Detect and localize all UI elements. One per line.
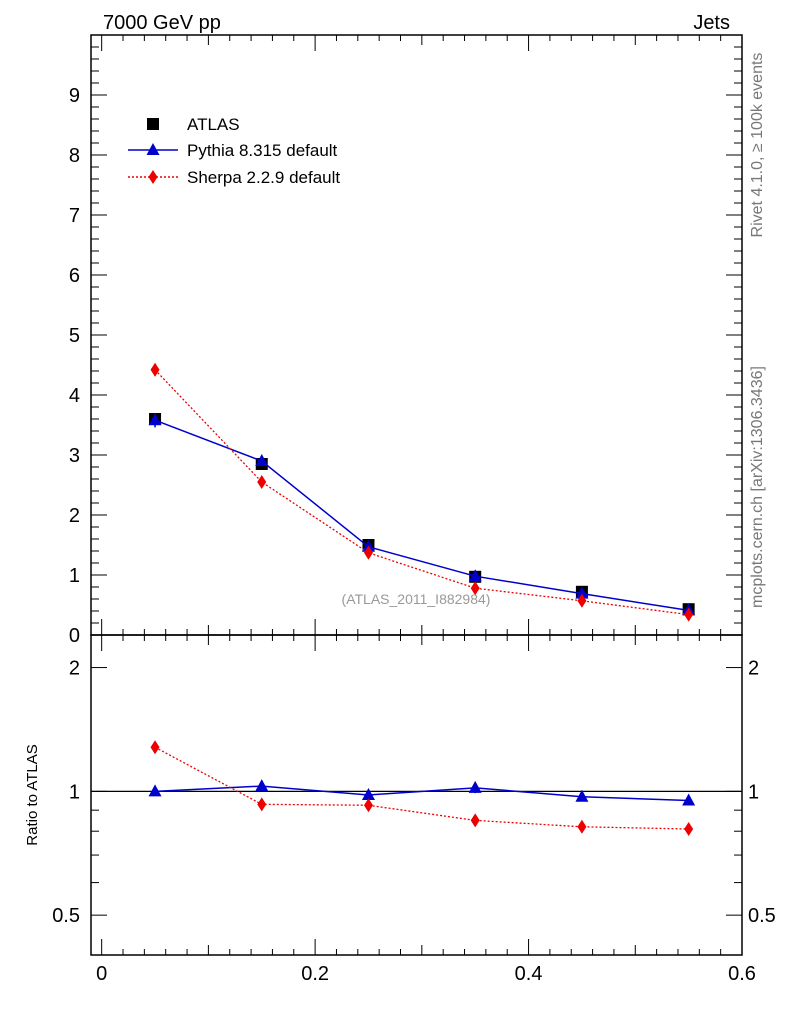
- main-axis-ticks: [91, 34, 743, 636]
- x-tick-labels: 0 0.2 0.4 0.6: [96, 963, 756, 985]
- x-tick-label: 0: [96, 963, 107, 985]
- main-pythia-point: [575, 586, 589, 599]
- x-tick-label: 0.4: [515, 963, 543, 985]
- ratio-y-tick-label-right: 1: [748, 781, 759, 803]
- ratio-y-tick-label-left: 0.5: [52, 905, 80, 927]
- ratio-pythia-point: [575, 789, 589, 802]
- main-sherpa-point: [150, 362, 160, 377]
- main-y-tick-label: 9: [69, 85, 80, 107]
- main-pythia-point: [148, 413, 162, 426]
- main-sherpa-point: [470, 581, 480, 596]
- main-pythia-point: [468, 569, 482, 582]
- main-y-tick-labels: 0 1 2 3 4 5 6 7 8 9: [69, 85, 80, 647]
- x-tick-label: 0.6: [728, 963, 756, 985]
- main-sherpa-point: [577, 593, 587, 608]
- ratio-panel: 0.5 0.5 1 1 2 2 Ratio to ATLAS: [24, 634, 776, 956]
- legend-atlas-label: ATLAS: [187, 115, 240, 134]
- header-energy-label: 7000 GeV pp: [103, 12, 221, 34]
- legend-pythia-marker: [146, 143, 160, 155]
- main-y-tick-label: 6: [69, 265, 80, 287]
- ratio-sherpa-point: [470, 813, 480, 828]
- ratio-sherpa-point: [577, 819, 587, 834]
- ratio-y-tick-labels: 0.5 0.5 1 1 2 2: [52, 658, 776, 928]
- rivet-version-label: Rivet 4.1.0, ≥ 100k events: [749, 53, 766, 238]
- legend-pythia-label: Pythia 8.315 default: [187, 141, 338, 160]
- ratio-y-tick-label-left: 2: [69, 658, 80, 680]
- main-y-tick-label: 2: [69, 505, 80, 527]
- ratio-panel-frame: [90, 634, 743, 956]
- main-pythia-point: [255, 454, 269, 466]
- main-series: [148, 362, 696, 622]
- legend: ATLAS Pythia 8.315 default Sherpa 2.2.9 de…: [128, 115, 340, 187]
- main-sherpa-point: [257, 475, 267, 489]
- ratio-pythia-point: [468, 780, 482, 793]
- legend-atlas-marker: [147, 118, 159, 130]
- ratio-y-axis-label: Ratio to ATLAS: [24, 744, 41, 845]
- ratio-sherpa-point: [684, 821, 694, 836]
- main-pythia-line: [154, 419, 689, 612]
- x-tick-label: 0.2: [301, 963, 329, 985]
- ratio-axis-ticks: [91, 635, 743, 955]
- legend-sherpa-marker: [148, 170, 158, 184]
- main-panel: 0 1 2 3 4 5 6 7 8 9 (ATLAS_2011_I882984) ATLAS Pyt…: [69, 34, 743, 647]
- ratio-series: [148, 740, 696, 836]
- ratio-pythia-point: [361, 787, 375, 800]
- main-y-tick-label: 1: [69, 565, 80, 587]
- ratio-sherpa-point: [150, 740, 160, 755]
- header-jets-label: Jets: [693, 12, 730, 34]
- main-y-tick-label: 3: [69, 445, 80, 467]
- main-sherpa-point: [684, 607, 694, 622]
- ratio-pythia-point: [682, 793, 696, 806]
- ratio-y-tick-label-right: 0.5: [748, 905, 776, 927]
- legend-sherpa-label: Sherpa 2.2.9 default: [187, 168, 340, 187]
- ratio-y-tick-label-left: 1: [69, 781, 80, 803]
- ratio-sherpa-line: [154, 746, 689, 830]
- main-sherpa-line: [154, 369, 689, 616]
- ratio-pythia-point: [148, 784, 162, 797]
- analysis-watermark: (ATLAS_2011_I882984): [342, 591, 491, 607]
- main-y-tick-label: 8: [69, 145, 80, 167]
- ratio-sherpa-point: [363, 798, 373, 813]
- mcplots-label: mcplots.cern.ch [arXiv:1306.3436]: [749, 366, 766, 608]
- ratio-y-tick-label-right: 2: [748, 658, 759, 680]
- main-y-tick-label: 7: [69, 205, 80, 227]
- main-y-tick-label: 4: [69, 385, 80, 407]
- ratio-pythia-line: [154, 785, 689, 802]
- main-sherpa-point: [363, 545, 373, 560]
- ratio-pythia-point: [255, 779, 269, 792]
- main-y-tick-label: 5: [69, 325, 80, 347]
- main-y-tick-label: 0: [69, 625, 80, 647]
- ratio-sherpa-point: [257, 797, 267, 812]
